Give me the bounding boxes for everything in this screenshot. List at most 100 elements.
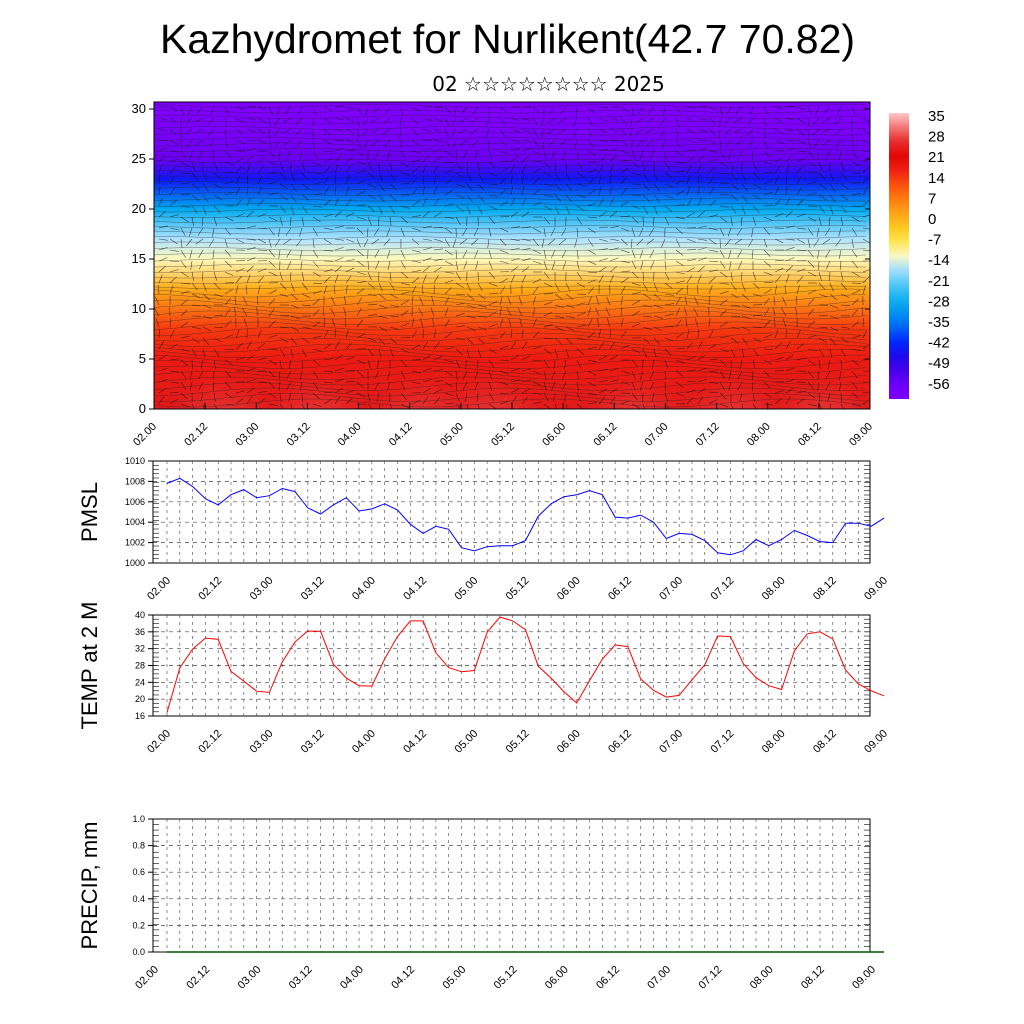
x-tick-label: 03.12 bbox=[299, 575, 327, 603]
colorbar-label: 21 bbox=[928, 149, 945, 166]
y-tick-label: 32 bbox=[135, 644, 145, 654]
x-tick-label: 08.00 bbox=[760, 728, 788, 756]
x-tick-label: 05.00 bbox=[440, 964, 468, 992]
x-tick-label: 02.00 bbox=[145, 728, 173, 756]
y-tick-label: 1008 bbox=[125, 476, 145, 486]
x-tick-label: 09.00 bbox=[862, 728, 890, 756]
colorbar-label: 14 bbox=[928, 170, 945, 187]
colorbar-label: -35 bbox=[928, 314, 950, 331]
y-tick-label: 20 bbox=[132, 201, 146, 216]
x-tick-label: 06.00 bbox=[543, 964, 571, 992]
y-tick-label: 10 bbox=[132, 301, 146, 316]
colorbar-fill bbox=[889, 113, 909, 399]
colorbar-label: 28 bbox=[928, 129, 945, 146]
colorbar-label: -49 bbox=[928, 355, 950, 372]
colorbar-label: 0 bbox=[928, 211, 936, 228]
x-tick-label: 09.00 bbox=[850, 964, 878, 992]
x-tick-label: 08.12 bbox=[811, 575, 839, 603]
x-tick-label: 07.12 bbox=[709, 728, 737, 756]
x-tick-label: 02.00 bbox=[145, 575, 173, 603]
x-tick-label: 03.12 bbox=[285, 421, 313, 449]
warm-cell bbox=[371, 334, 468, 409]
y-tick-label: 16 bbox=[135, 711, 145, 721]
y-tick-label: 25 bbox=[132, 151, 146, 166]
y-tick-label: 1002 bbox=[125, 538, 145, 548]
y-tick-label: 28 bbox=[135, 661, 145, 671]
x-tick-label: 03.00 bbox=[236, 964, 264, 992]
y-tick-label: 0 bbox=[139, 401, 146, 416]
y-tick-label: 24 bbox=[135, 677, 145, 687]
x-tick-label: 02.12 bbox=[182, 421, 210, 449]
colorbar-label: -42 bbox=[928, 335, 950, 352]
x-tick-label: 05.00 bbox=[438, 421, 466, 449]
x-tick-label: 06.00 bbox=[555, 575, 583, 603]
y-tick-label: 0.6 bbox=[132, 867, 145, 877]
x-tick-label: 03.00 bbox=[248, 575, 276, 603]
y-tick-label: 1000 bbox=[125, 558, 145, 568]
y-tick-label: 30 bbox=[132, 101, 146, 116]
x-tick-label: 04.12 bbox=[387, 421, 415, 449]
y-axis-label: PRECIP, mm bbox=[77, 822, 102, 950]
y-axis-label: TEMP at 2 M bbox=[77, 602, 102, 730]
y-tick-label: 1006 bbox=[125, 497, 145, 507]
y-tick-label: 36 bbox=[135, 627, 145, 637]
x-tick-label: 05.12 bbox=[504, 575, 532, 603]
x-tick-label: 07.00 bbox=[657, 728, 685, 756]
x-tick-label: 03.00 bbox=[233, 421, 261, 449]
x-tick-label: 07.00 bbox=[645, 964, 673, 992]
y-tick-label: 20 bbox=[135, 694, 145, 704]
colorbar-label: -56 bbox=[928, 376, 950, 393]
x-tick-label: 07.12 bbox=[697, 964, 725, 992]
x-tick-label: 05.00 bbox=[452, 728, 480, 756]
x-tick-label: 06.12 bbox=[606, 575, 634, 603]
x-tick-label: 06.00 bbox=[540, 421, 568, 449]
x-tick-label: 07.12 bbox=[709, 575, 737, 603]
x-tick-label: 09.00 bbox=[862, 575, 890, 603]
y-tick-label: 15 bbox=[132, 251, 146, 266]
x-tick-label: 08.12 bbox=[796, 421, 824, 449]
x-tick-label: 08.12 bbox=[799, 964, 827, 992]
y-tick-label: 0.4 bbox=[132, 894, 145, 904]
x-tick-label: 02.12 bbox=[196, 575, 224, 603]
wind-barbs bbox=[154, 106, 870, 409]
x-tick-label: 02.00 bbox=[131, 421, 159, 449]
panel-frame bbox=[152, 460, 871, 564]
x-tick-label: 04.00 bbox=[336, 421, 364, 449]
panel-frame bbox=[152, 818, 871, 953]
y-tick-label: 0.8 bbox=[132, 841, 145, 851]
panel-temp-at-2-m: 16 20 24 28 32 36 40 02.00 02.12 03.00 03.12 04.00 0… bbox=[77, 602, 890, 756]
y-tick-label: 5 bbox=[139, 351, 146, 366]
x-tick-label: 03.12 bbox=[287, 964, 315, 992]
x-tick-label: 06.12 bbox=[606, 728, 634, 756]
x-tick-label: 08.00 bbox=[760, 575, 788, 603]
x-tick-label: 04.12 bbox=[401, 575, 429, 603]
colorbar-label: -28 bbox=[928, 293, 950, 310]
x-tick-label: 06.12 bbox=[591, 421, 619, 449]
y-tick-label: 0.0 bbox=[132, 947, 145, 957]
x-tick-label: 02.00 bbox=[133, 964, 161, 992]
heatmap-panel: 0 5 10 15 20 25 30 02.00 02.12 03.00 03.12 04.00 04.… bbox=[131, 101, 875, 449]
y-tick-label: 1004 bbox=[125, 517, 145, 527]
x-tick-label: 08.00 bbox=[745, 421, 773, 449]
x-tick-label: 07.00 bbox=[643, 421, 671, 449]
series-line bbox=[166, 616, 885, 713]
x-tick-label: 03.12 bbox=[299, 728, 327, 756]
x-tick-label: 04.12 bbox=[389, 964, 417, 992]
x-tick-label: 08.12 bbox=[811, 728, 839, 756]
panel-pmsl: 1000 1002 1004 1006 1008 1010 02.00 02.12 03.00 0… bbox=[77, 456, 890, 603]
series-line bbox=[166, 477, 885, 556]
x-tick-label: 04.00 bbox=[338, 964, 366, 992]
colorbar-label: 7 bbox=[928, 190, 936, 207]
x-tick-label: 06.12 bbox=[594, 964, 622, 992]
x-tick-label: 04.00 bbox=[350, 575, 378, 603]
y-tick-label: 40 bbox=[135, 610, 145, 620]
x-tick-label: 05.12 bbox=[492, 964, 520, 992]
y-tick-label: 0.2 bbox=[132, 920, 145, 930]
chart-title: Kazhydromet for Nurlikent(42.7 70.82) bbox=[159, 16, 856, 62]
x-tick-label: 05.12 bbox=[504, 728, 532, 756]
colorbar-label: -21 bbox=[928, 273, 950, 290]
y-tick-label: 1010 bbox=[125, 456, 145, 466]
x-tick-label: 07.12 bbox=[694, 421, 722, 449]
colorbar-label: 35 bbox=[928, 108, 945, 125]
x-tick-label: 02.12 bbox=[196, 728, 224, 756]
